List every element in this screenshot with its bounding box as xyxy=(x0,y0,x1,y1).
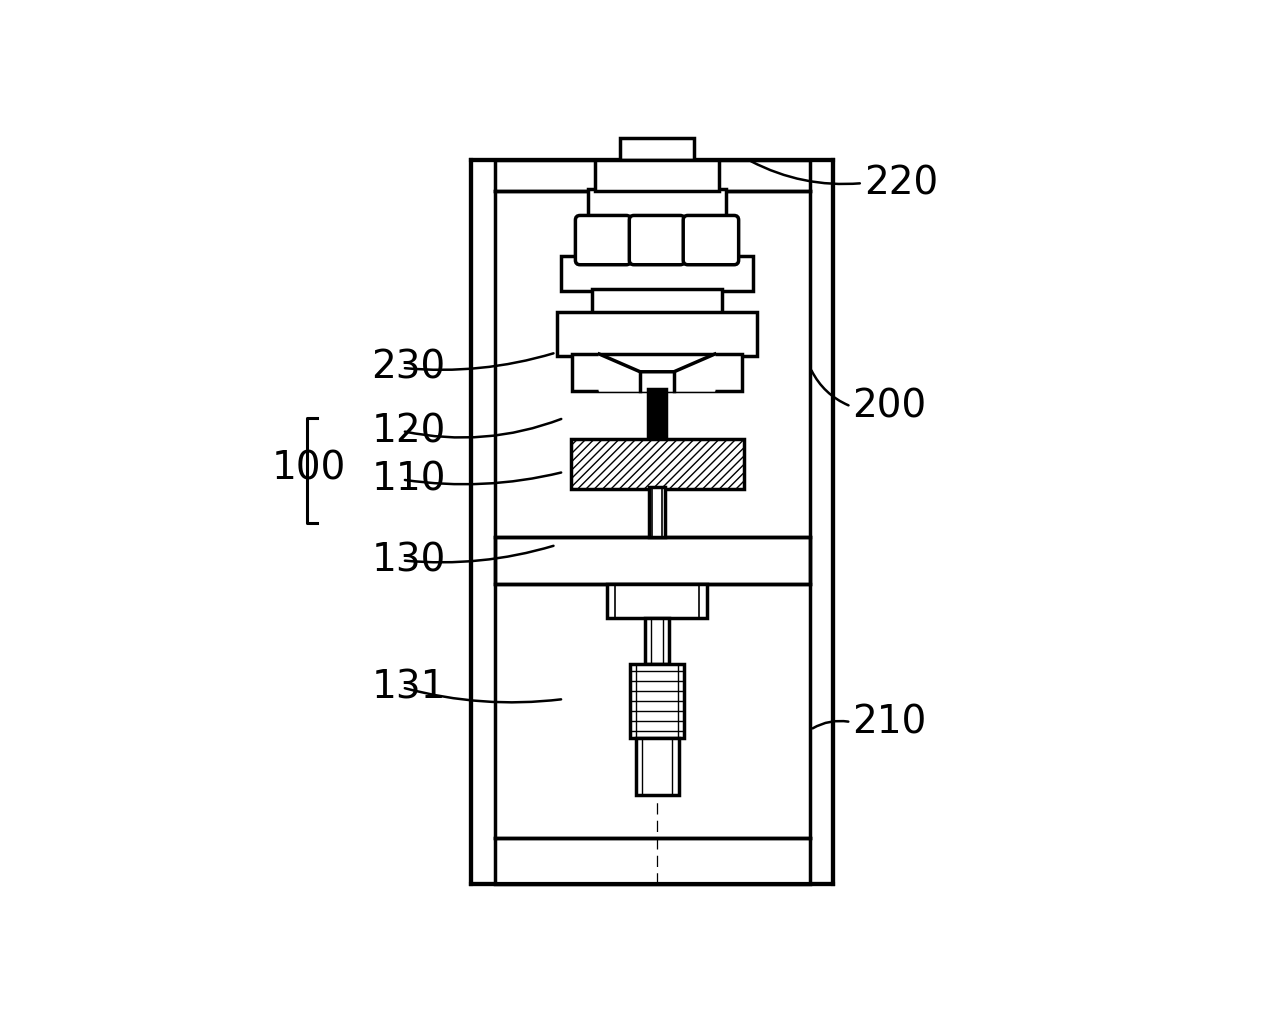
Text: 210: 210 xyxy=(853,703,927,741)
Bar xyxy=(645,619,669,664)
Text: 120: 120 xyxy=(372,412,446,450)
Bar xyxy=(629,663,685,738)
Text: 220: 220 xyxy=(864,164,938,202)
Bar xyxy=(595,160,719,191)
Bar xyxy=(556,312,758,357)
FancyBboxPatch shape xyxy=(629,215,685,265)
Bar xyxy=(472,160,833,883)
Bar xyxy=(647,389,667,437)
Bar xyxy=(572,354,742,391)
Text: 110: 110 xyxy=(372,461,446,498)
Bar xyxy=(591,288,723,314)
Bar xyxy=(560,256,754,290)
Text: 230: 230 xyxy=(372,348,446,387)
Bar xyxy=(587,189,727,218)
Text: 100: 100 xyxy=(272,449,346,487)
FancyBboxPatch shape xyxy=(576,215,631,265)
Text: 131: 131 xyxy=(372,668,446,706)
Bar xyxy=(636,738,678,795)
Bar xyxy=(570,439,744,489)
Bar xyxy=(495,160,810,191)
Text: 130: 130 xyxy=(372,541,446,580)
Bar xyxy=(495,838,810,883)
Text: 200: 200 xyxy=(853,387,927,425)
Polygon shape xyxy=(599,354,715,391)
FancyBboxPatch shape xyxy=(683,215,738,265)
Bar xyxy=(495,537,810,584)
Bar xyxy=(606,584,708,619)
Bar xyxy=(620,139,694,160)
Bar xyxy=(649,487,665,537)
